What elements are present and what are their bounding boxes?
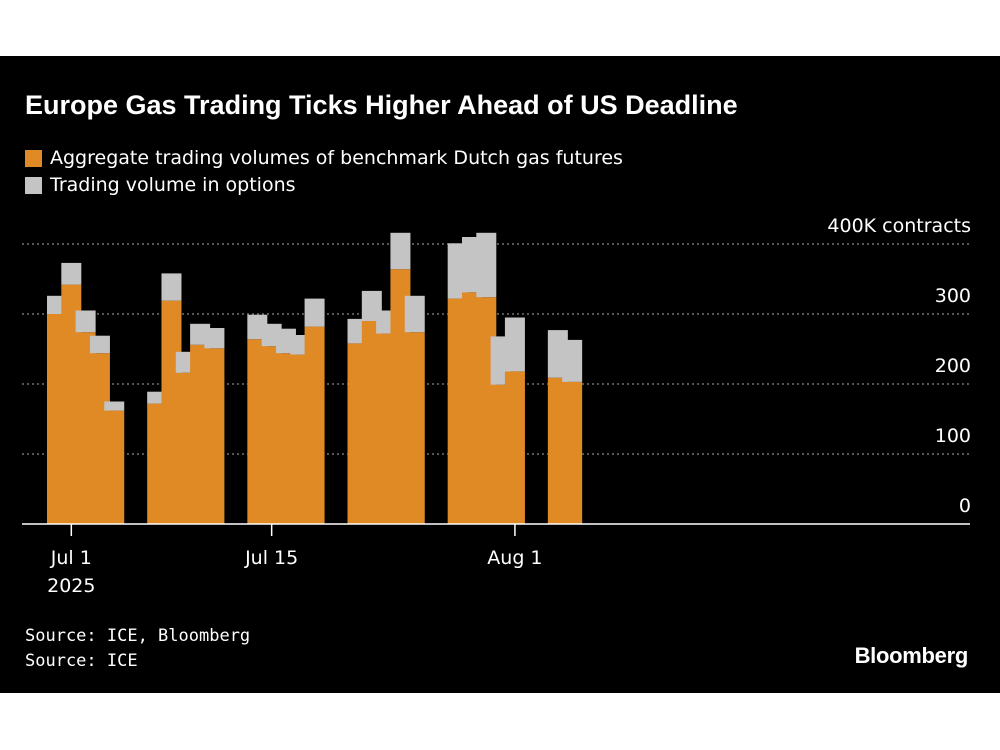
bar-options-aug-5 xyxy=(562,339,583,382)
bar-options-jul-1 xyxy=(61,262,82,285)
bar-options-jul-2 xyxy=(75,310,96,333)
bar-options-jul-4 xyxy=(104,401,125,411)
bar-futures-jul-18 xyxy=(304,326,325,524)
y-tick-label-0: 0 xyxy=(959,495,971,517)
x-tick-sublabel-year: 2025 xyxy=(47,575,95,597)
bar-options-jul-7 xyxy=(147,391,168,404)
bar-options-jul-30 xyxy=(476,232,497,298)
bar-futures-aug-1 xyxy=(504,371,525,524)
legend-swatch-options xyxy=(25,176,42,194)
x-tick-label-aug-1: Aug 1 xyxy=(487,547,542,569)
bar-options-jul-24 xyxy=(390,232,411,270)
y-tick-label-100: 100 xyxy=(935,425,971,447)
bar-options-jul-25 xyxy=(404,295,425,333)
x-tick-label-jul-1: Jul 1 xyxy=(50,547,92,569)
bar-options-jul-18 xyxy=(304,298,325,327)
bar-futures-jul-11 xyxy=(204,348,225,524)
legend-item-options: Trading volume in options xyxy=(25,173,296,197)
source-note-1: Source: ICE, Bloomberg xyxy=(25,626,251,646)
source-note-2: Source: ICE xyxy=(25,651,138,671)
y-tick-label-300: 300 xyxy=(935,285,971,307)
legend-item-futures: Aggregate trading volumes of benchmark D… xyxy=(25,146,623,170)
bar-options-jul-8 xyxy=(161,273,182,301)
bloomberg-logo: Bloomberg xyxy=(854,643,969,668)
y-tick-label-400: 400K contracts xyxy=(827,215,971,237)
y-tick-label-200: 200 xyxy=(935,355,971,377)
legend-label-futures: Aggregate trading volumes of benchmark D… xyxy=(50,147,623,169)
chart-title: Europe Gas Trading Ticks Higher Ahead of… xyxy=(25,90,738,120)
bar-futures-aug-5 xyxy=(562,381,583,524)
x-tick-label-jul-15: Jul 15 xyxy=(244,547,298,569)
bar-options-jul-3 xyxy=(89,335,110,354)
bar-futures-jul-25 xyxy=(404,332,425,524)
legend-swatch-futures xyxy=(25,149,42,167)
bar-options-jul-11 xyxy=(204,328,225,349)
bar-options-aug-1 xyxy=(504,317,525,372)
legend-label-options: Trading volume in options xyxy=(50,174,296,196)
bar-futures-jul-4 xyxy=(104,410,125,524)
